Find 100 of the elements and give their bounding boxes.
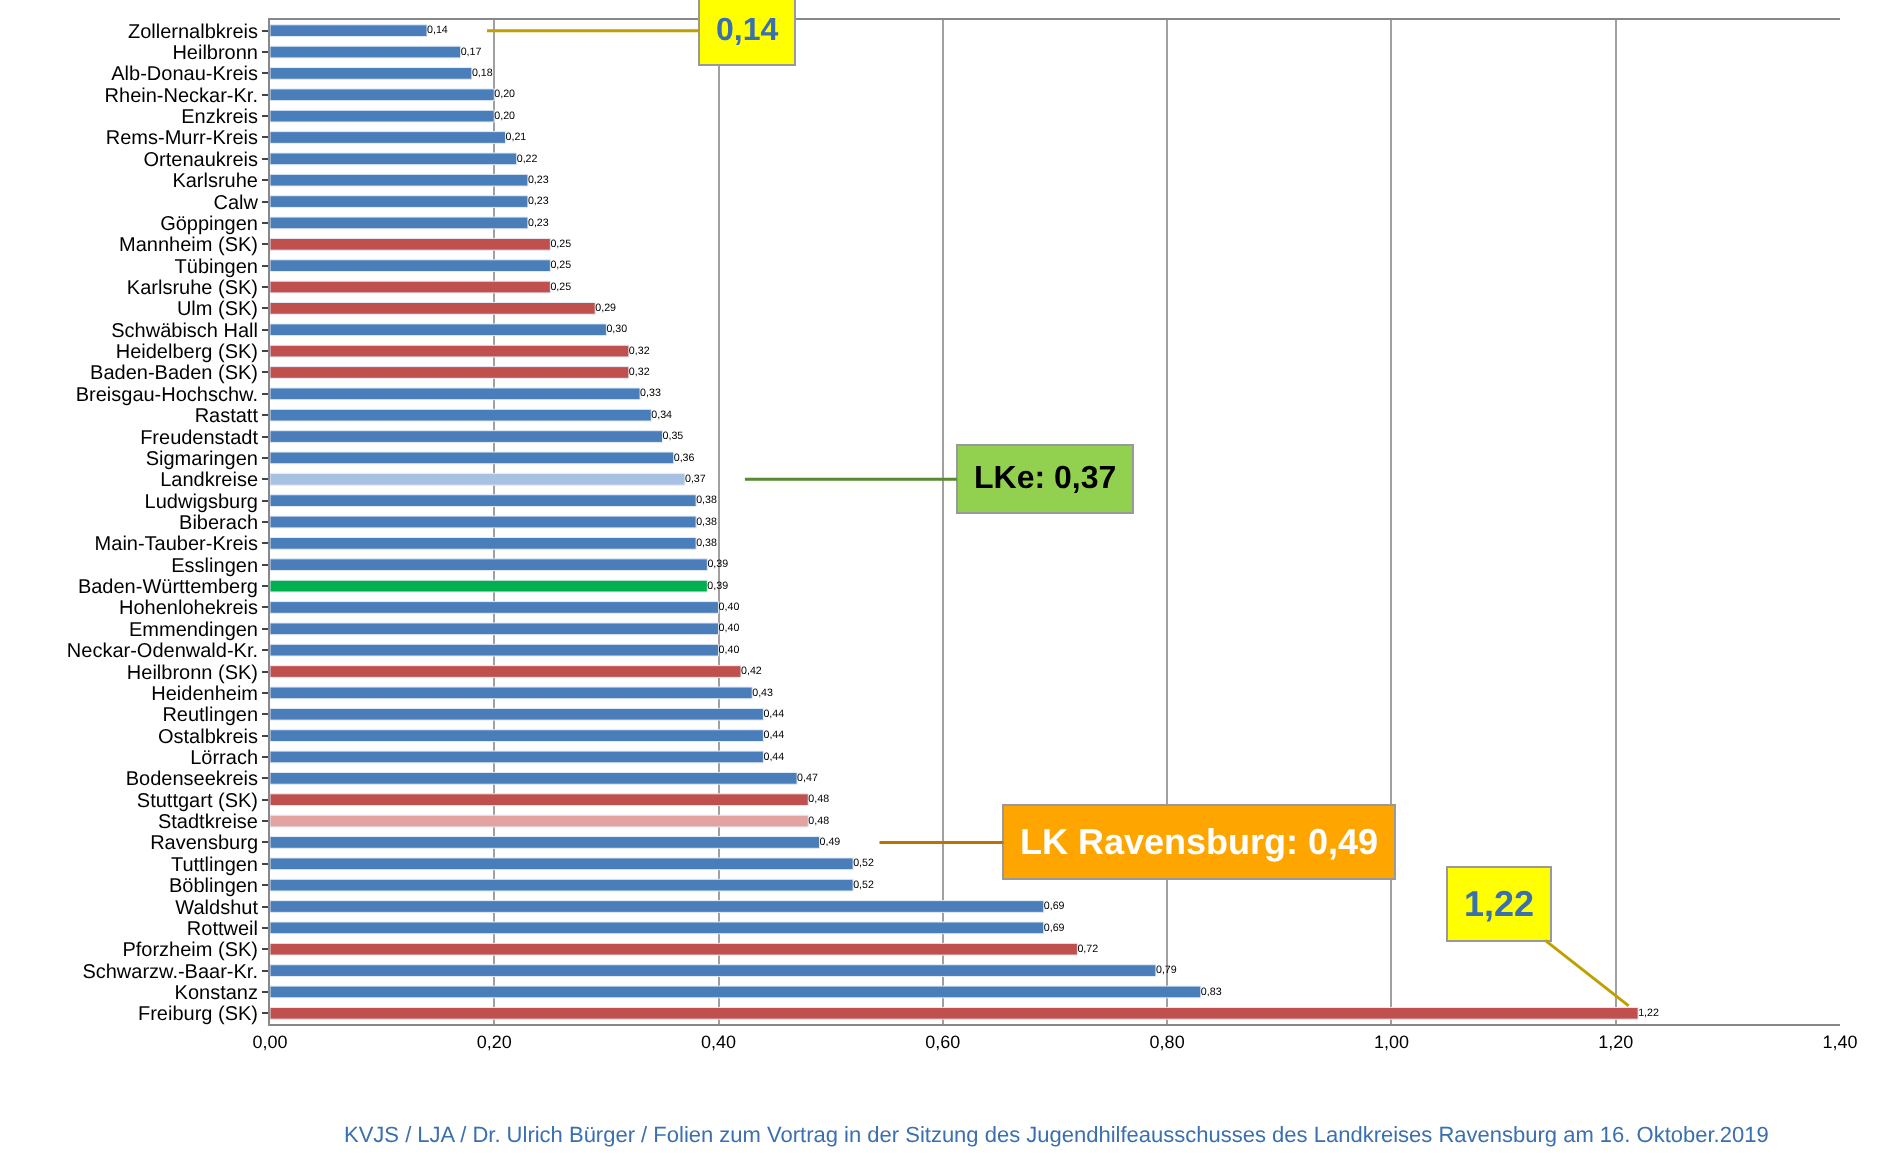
y-tick-label: Karlsruhe [172,171,259,194]
y-tick-label: Baden-Württemberg [77,577,258,600]
y-tick-label: Tuttlingen [170,854,258,877]
y-tick-label: Biberach [179,513,258,535]
bar [270,771,798,785]
y-tick-label: Bodenseekreis [125,769,258,792]
bar [270,173,529,187]
y-tick-label: Freudenstadt [140,427,259,450]
y-tick-label: Pforzheim (SK) [122,940,258,963]
y-tick-label: Landkreise [160,470,259,493]
y-tick-label: Esslingen [171,555,258,578]
bar [270,237,551,251]
y-tick-label: Freiburg (SK) [137,1004,258,1027]
bar [270,451,675,465]
bar [270,878,854,892]
bar [270,643,720,657]
y-tick-label: Breisgau-Hochschw. [75,384,258,407]
bar [270,24,428,38]
y-tick-label: Alb-Donau-Kreis [111,64,258,87]
y-tick-label: Main-Tauber-Kreis [94,534,258,557]
bar [270,515,697,529]
bar [270,942,1078,956]
y-tick-label: Rastatt [194,406,259,429]
x-tick-label: 0,00 [252,1031,288,1052]
bar [270,1006,1639,1020]
y-tick-label: Mannheim (SK) [119,235,258,258]
x-tick-label: 0,80 [1149,1031,1185,1052]
y-tick-label: Schwarzw.-Baar-Kr. [82,961,258,984]
y-tick-label: Neckar-Odenwald-Kr. [66,641,258,664]
bar [270,558,708,572]
y-tick-label: Heilbronn [172,43,258,66]
bar [270,536,697,550]
bar [270,857,854,871]
annotation: LK Ravensburg: 0,49 [1020,822,1379,862]
y-tick-label: Heidelberg (SK) [115,342,258,365]
x-tick-label: 0,40 [701,1031,737,1052]
bar [270,793,809,807]
bar [270,430,663,443]
y-tick-label: Emmendingen [129,619,258,642]
y-tick-label: Heilbronn (SK) [126,662,258,685]
x-tick-label: 1,20 [1598,1031,1634,1052]
x-tick-label: 1,40 [1822,1031,1858,1052]
y-tick-label: Rems-Murr-Kreis [105,128,258,151]
bar [270,665,742,678]
bar [270,494,697,508]
bar [270,408,652,422]
bar [270,323,607,337]
y-tick-label: Ulm (SK) [176,299,258,322]
bar [270,900,1045,913]
y-tick-label: Ostalbkreis [157,726,258,749]
y-tick-label: Rottweil [186,918,258,941]
bar [270,280,551,294]
bar [270,131,506,144]
bar [270,579,708,593]
annotation: 1,22 [1464,884,1535,924]
y-tick-label: Lörrach [190,747,258,770]
bar [270,109,495,123]
bar [270,472,686,486]
bar [270,729,764,742]
y-tick-label: Konstanz [174,982,258,1005]
y-tick-label: Stuttgart (SK) [136,790,258,813]
bar [270,921,1045,935]
text: KVJS / LJA / Dr. Ulrich Bürger / Folien zum Vortrag in der Sitzung des Jugendhilfeausschusses des Landkreises Ravensburg am 16. Oktober.2019 [344,1124,1769,1148]
bar [270,344,630,358]
bar [270,836,820,849]
bar [270,686,753,700]
bar [270,985,1202,999]
bar [270,216,529,230]
bar [270,88,495,102]
y-tick-label: Göppingen [160,213,258,236]
x-tick-label: 1,00 [1373,1031,1409,1052]
x-tick-label: 0,60 [925,1031,961,1052]
bar [270,750,764,764]
y-tick-label: Ravensburg [150,833,258,856]
y-tick-label: Karlsruhe (SK) [126,278,258,301]
y-tick-label: Rhein-Neckar-Kr. [104,85,258,108]
y-tick-label: Heidenheim [151,683,258,706]
bar [270,45,462,59]
bar [270,707,764,721]
bar [270,964,1157,977]
bar [270,622,720,636]
y-tick-label: Baden-Baden (SK) [90,363,258,386]
bar [270,259,551,273]
y-tick-label: Stadtkreise [157,812,259,835]
annotation: 0,14 [716,14,779,48]
bar [270,302,596,315]
y-tick-label: Zollernalbkreis [127,21,258,44]
y-tick-label: Calw [213,192,260,215]
y-tick-label: Tübingen [174,256,258,279]
bar [270,195,529,208]
bar [270,814,809,828]
y-tick-label: Reutlingen [162,705,258,728]
y-tick-label: Ludwigsburg [144,491,258,514]
y-tick-label: Böblingen [169,876,258,899]
bar [270,387,641,401]
bar [270,67,473,80]
y-tick-label: Sigmaringen [145,448,258,471]
x-tick-label: 0,20 [476,1031,512,1052]
bar [270,601,720,614]
annotation: LKe: 0,37 [974,462,1117,496]
